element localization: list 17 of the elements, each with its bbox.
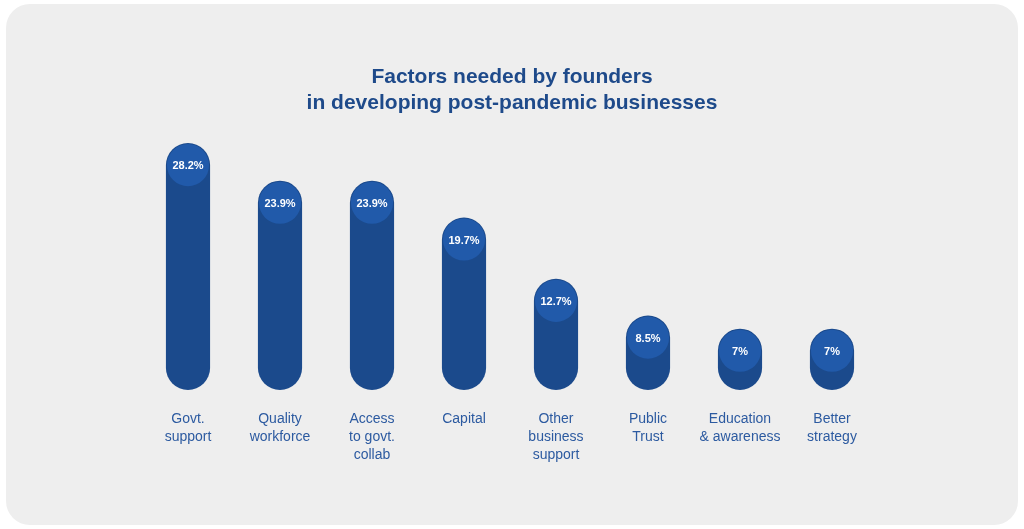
x-tick-label: Access to govt. collab <box>349 410 395 462</box>
x-tick-label: Education & awareness <box>699 410 781 444</box>
data-label: 12.7% <box>540 294 572 307</box>
data-label: 28.2% <box>172 159 204 172</box>
data-label: 7% <box>732 344 749 357</box>
x-tick-label: Better strategy <box>807 410 857 444</box>
data-label: 23.9% <box>264 196 296 209</box>
data-label: 8.5% <box>635 331 661 344</box>
x-tick-label: Capital <box>442 410 486 426</box>
x-tick-label: Govt. support <box>164 410 212 444</box>
data-label: 23.9% <box>356 196 388 209</box>
x-tick-label: Public Trust <box>628 410 668 444</box>
data-label: 7% <box>824 344 841 357</box>
data-label: 19.7% <box>448 233 480 246</box>
x-tick-label: Quality workforce <box>248 410 311 444</box>
chart-title: Factors needed by founders in developing post-pandemic businesses <box>306 64 718 113</box>
x-tick-label: Other business support <box>528 410 584 462</box>
